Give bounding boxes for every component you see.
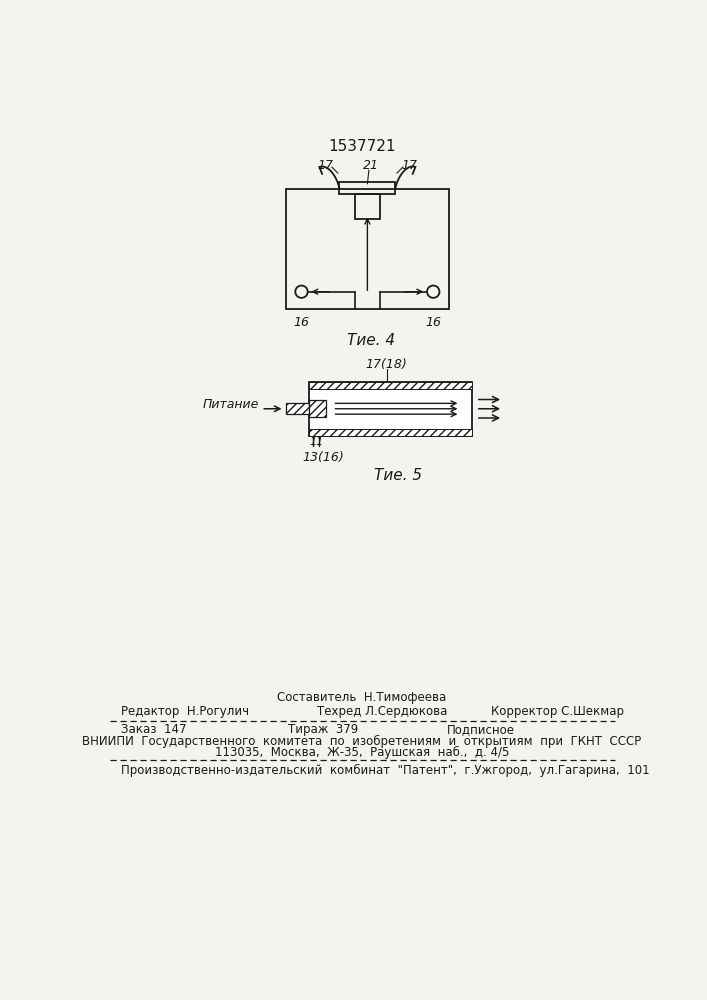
Bar — [309, 400, 327, 417]
Text: Заказ  147: Заказ 147 — [121, 723, 187, 736]
Text: 113035,  Москва,  Ж-35,  Раушская  наб.,  д. 4/5: 113035, Москва, Ж-35, Раушская наб., д. … — [215, 746, 509, 759]
Bar — [339, 182, 395, 194]
Text: 11: 11 — [309, 437, 323, 447]
Text: 17(18): 17(18) — [366, 358, 408, 371]
Text: Составитель  Н.Тимофеева: Составитель Н.Тимофеева — [277, 691, 447, 704]
Text: Тираж  379: Тираж 379 — [288, 723, 358, 736]
Text: Техред Л.Сердюкова: Техред Л.Сердюкова — [317, 705, 448, 718]
Text: Τие. 4: Τие. 4 — [347, 333, 395, 348]
Bar — [309, 382, 472, 389]
Bar — [355, 194, 380, 219]
Text: 13(16): 13(16) — [303, 451, 344, 464]
Bar — [309, 429, 472, 436]
Text: 16: 16 — [425, 316, 441, 329]
Text: Питание: Питание — [202, 398, 259, 411]
Text: 1537721: 1537721 — [328, 139, 396, 154]
Text: Корректор С.Шекмар: Корректор С.Шекмар — [491, 705, 624, 718]
Bar — [286, 403, 309, 414]
Text: Подписное: Подписное — [446, 723, 515, 736]
Text: 16: 16 — [293, 316, 310, 329]
Bar — [309, 382, 472, 436]
Text: 17: 17 — [317, 159, 334, 172]
Text: 21: 21 — [363, 159, 378, 172]
Bar — [286, 189, 449, 309]
Text: Τие. 5: Τие. 5 — [374, 468, 423, 483]
Text: Производственно-издательский  комбинат  "Патент",  г.Ужгород,  ул.Гагарина,  101: Производственно-издательский комбинат "П… — [121, 764, 650, 777]
Text: Редактор  Н.Рогулич: Редактор Н.Рогулич — [121, 705, 249, 718]
Text: ВНИИПИ  Государственного  комитета  по  изобретениям  и  открытиям  при  ГКНТ  С: ВНИИПИ Государственного комитета по изоб… — [82, 735, 641, 748]
Text: 17: 17 — [402, 159, 417, 172]
